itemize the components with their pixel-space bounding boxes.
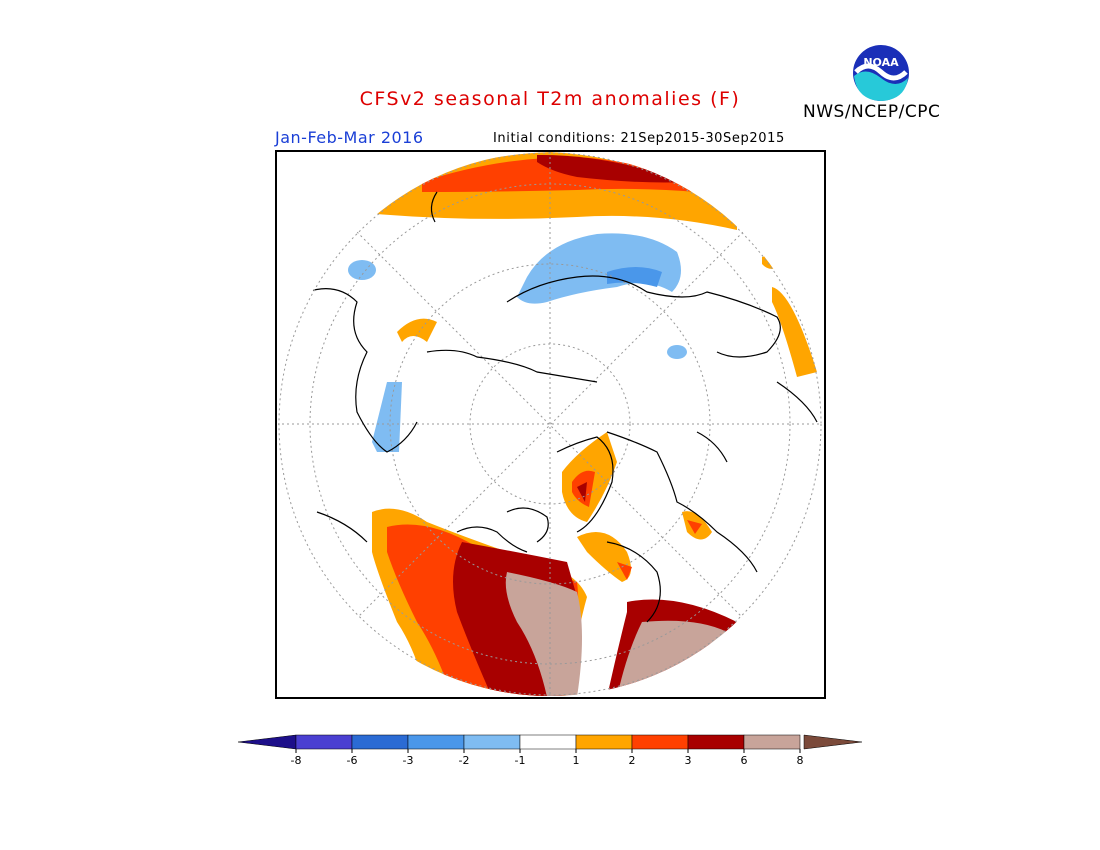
map-frame (275, 150, 826, 699)
colorbar-box (351, 734, 409, 750)
polar-map (278, 152, 822, 696)
map-title: CFSv2 seasonal T2m anomalies (F) (359, 88, 741, 110)
noaa-logo: NOAA (851, 43, 911, 103)
colorbar-box (743, 734, 801, 750)
noaa-logo-text: NOAA (863, 56, 899, 69)
colorbar-tick-label: -3 (403, 754, 414, 767)
colorbar-box (407, 734, 465, 750)
agency-label: NWS/NCEP/CPC (803, 102, 941, 122)
coastlines (306, 191, 818, 623)
colorbar-tick-label: -8 (291, 754, 302, 767)
colorbar-tick-label: -1 (515, 754, 526, 767)
colorbar-tick-label: -2 (459, 754, 470, 767)
initial-conditions-label: Initial conditions: 21Sep2015-30Sep2015 (493, 131, 785, 146)
colorbar-box (631, 734, 689, 750)
anomaly-shading (348, 152, 817, 696)
colorbar: -8 -6 -3 -2 -1 1 2 3 6 8 (238, 734, 862, 767)
colorbar-box (687, 734, 745, 750)
colorbar-tick-label: -6 (347, 754, 358, 767)
season-label: Jan-Feb-Mar 2016 (275, 128, 424, 147)
colorbar-tick-label: 1 (573, 754, 580, 767)
colorbar-box (295, 734, 353, 750)
colorbar-tick-label: 2 (629, 754, 636, 767)
colorbar-box (575, 734, 633, 750)
colorbar-right-arrow (803, 734, 862, 750)
colorbar-box (463, 734, 521, 750)
colorbar-tick-label: 8 (797, 754, 804, 767)
colorbar-box (519, 734, 577, 750)
colorbar-tick-label: 3 (685, 754, 692, 767)
graticule (278, 152, 822, 696)
colorbar-left-arrow (238, 734, 297, 750)
colorbar-tick-label: 6 (741, 754, 748, 767)
